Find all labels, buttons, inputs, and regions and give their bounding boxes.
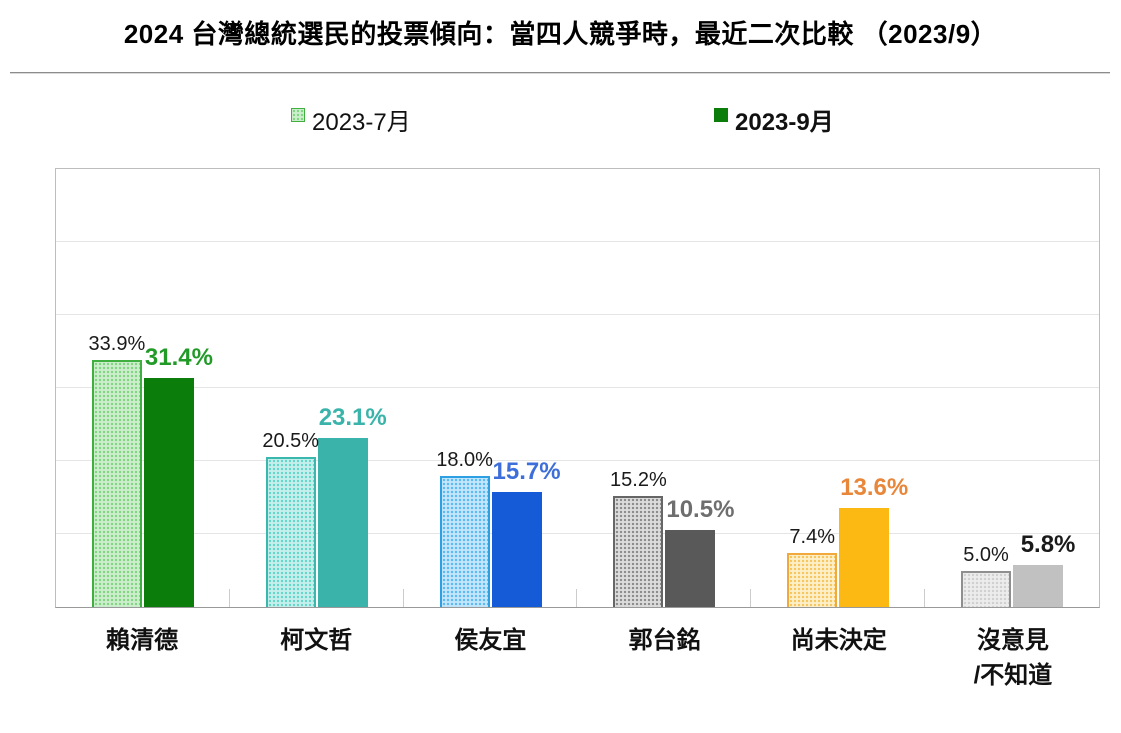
- bar-value-july-5: 5.0%: [963, 543, 1009, 566]
- bar-sept-4: [839, 507, 890, 607]
- x-axis-labels: 賴清德 柯文哲 侯友宜 郭台銘 尚未決定 沒意見/不知道: [55, 624, 1100, 694]
- bar-july-3: [613, 496, 664, 607]
- bar-sept-0: [143, 377, 194, 607]
- title-divider: [10, 72, 1110, 74]
- bar-group-0: 33.9% 31.4%: [56, 169, 230, 607]
- legend-label-july: 2023-7月: [312, 108, 411, 136]
- legend-item-2023-7: 2023-7月: [291, 102, 411, 136]
- x-axis-label-3: 郭台銘: [628, 627, 701, 654]
- bar-value-july-1: 20.5%: [262, 430, 320, 453]
- plot-area: 33.9% 31.4% 20.5% 23.1% 18.0% 15.7% 15.2% 10.5%…: [55, 168, 1100, 608]
- bar-value-sept-0: 31.4%: [144, 343, 213, 371]
- bar-value-sept-3: 10.5%: [666, 496, 735, 524]
- chart-title: 2024 台灣總統選民的投票傾向：當四人競爭時，最近二次比較 （2023/9）: [123, 19, 998, 49]
- bar-value-july-0: 33.9%: [88, 332, 146, 355]
- bar-sept-1: [317, 438, 368, 607]
- bar-group-1: 20.5% 23.1%: [230, 169, 404, 607]
- bar-value-july-3: 15.2%: [610, 469, 667, 492]
- bar-july-2: [439, 475, 490, 607]
- x-axis-label-5: 沒意見/不知道: [973, 627, 1053, 689]
- bar-value-sept-1: 23.1%: [318, 404, 387, 432]
- bar-sept-2: [491, 492, 542, 607]
- bar-value-sept-2: 15.7%: [492, 458, 561, 486]
- gridline: [56, 533, 1099, 535]
- x-axis-label-1: 柯文哲: [280, 627, 353, 654]
- bar-value-sept-4: 13.6%: [840, 473, 909, 501]
- x-axis-tick: [402, 589, 404, 607]
- x-axis-tick: [228, 589, 230, 607]
- gridline: [56, 314, 1099, 316]
- x-axis-label-4: 尚未決定: [790, 627, 887, 654]
- gridline: [56, 387, 1099, 388]
- bar-group-3: 15.2% 10.5%: [577, 169, 752, 607]
- bar-value-july-4: 7.4%: [789, 525, 836, 548]
- bar-group-5: 5.0% 5.8%: [925, 169, 1099, 607]
- legend-swatch-sept-icon: [714, 108, 728, 122]
- x-axis-tick: [924, 589, 926, 607]
- x-axis-label-0: 賴清德: [106, 627, 179, 654]
- legend-item-2023-9: 2023-9月: [714, 102, 834, 136]
- bar-value-sept-5: 5.8%: [1020, 530, 1076, 558]
- bar-july-5: [961, 570, 1012, 607]
- x-axis-tick: [576, 589, 578, 607]
- bar-july-0: [91, 359, 142, 607]
- bar-group-2: 18.0% 15.7%: [404, 169, 578, 607]
- gridline: [56, 460, 1099, 462]
- bar-july-1: [265, 457, 316, 607]
- bar-group-4: 7.4% 13.6%: [751, 169, 926, 607]
- bar-groups: 33.9% 31.4% 20.5% 23.1% 18.0% 15.7% 15.2% 10.5%…: [56, 169, 1099, 607]
- legend-label-sept: 2023-9月: [735, 108, 834, 136]
- gridline: [56, 241, 1099, 242]
- x-axis-tick: [750, 589, 752, 607]
- legend-swatch-july-icon: [291, 108, 305, 122]
- bar-value-july-2: 18.0%: [436, 448, 493, 471]
- bar-sept-5: [1013, 564, 1064, 607]
- bar-july-4: [787, 552, 838, 607]
- bar-sept-3: [665, 530, 716, 607]
- x-axis-label-2: 侯友宜: [454, 627, 527, 654]
